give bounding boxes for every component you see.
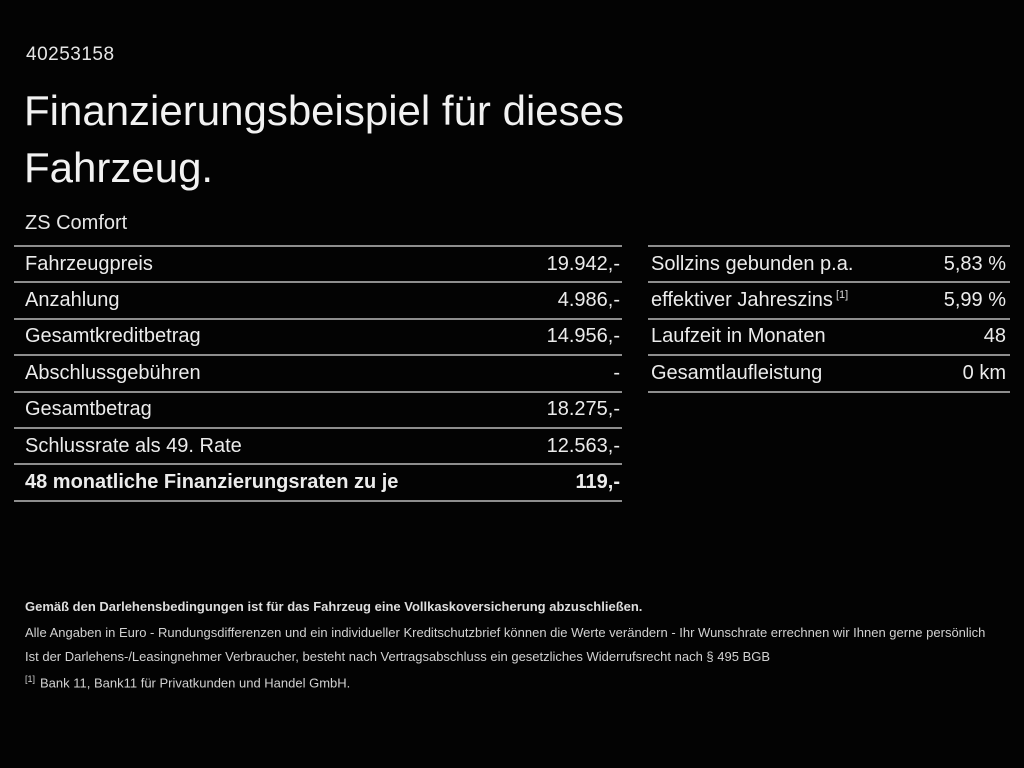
row-label: effektiver Jahreszins [1] xyxy=(651,289,848,312)
footnote-bank11: [1] Bank 11, Bank11 für Privatkunden und … xyxy=(25,674,1000,690)
row-label-text: effektiver Jahreszins xyxy=(651,289,833,312)
footer-disclaimers: Gemäß den Darlehensbedingungen ist für d… xyxy=(25,599,1000,690)
row-value: - xyxy=(613,361,620,384)
row-value: 18.275,- xyxy=(546,398,620,421)
row-laufzeit: Laufzeit in Monaten 48 xyxy=(648,317,1010,354)
page-title-line1: Finanzierungsbeispiel für dieses xyxy=(24,87,624,134)
row-label: Gesamtkreditbetrag xyxy=(25,325,201,348)
row-gesamtlaufleistung: Gesamtlaufleistung 0 km xyxy=(648,354,1010,390)
row-label: Abschlussgebühren xyxy=(25,361,201,384)
row-value: 14.956,- xyxy=(546,325,620,348)
trim-level-subtitle: ZS Comfort xyxy=(25,212,128,234)
row-schlussrate: Schlussrate als 49. Rate 12.563,- xyxy=(14,426,622,463)
row-label: 48 monatliche Finanzierungsraten zu je xyxy=(25,471,399,494)
footer-disclaimer-2: Ist der Darlehens-/Leasingnehmer Verbrau… xyxy=(25,649,771,664)
row-effektiver-jahreszins: effektiver Jahreszins [1] 5,99 % xyxy=(648,281,1010,317)
row-label: Gesamtbetrag xyxy=(25,398,152,421)
row-sollzins: Sollzins gebunden p.a. 5,83 % xyxy=(648,245,1010,281)
row-value: 4.986,- xyxy=(557,289,620,312)
footnote-marker: [1] xyxy=(25,674,36,684)
row-label: Sollzins gebunden p.a. xyxy=(651,252,854,275)
footer-disclaimer-1: Alle Angaben in Euro - Rundungsdifferenz… xyxy=(25,625,986,640)
row-abschlussgebuehren: Abschlussgebühren - xyxy=(14,354,622,390)
row-gesamtkreditbetrag: Gesamtkreditbetrag 14.956,- xyxy=(14,317,622,354)
footnote-reference-mark: [1] xyxy=(835,289,849,302)
row-monatliche-raten: 48 monatliche Finanzierungsraten zu je 1… xyxy=(14,463,622,499)
footer-insurance-note: Gemäß den Darlehensbedingungen ist für d… xyxy=(25,599,643,614)
row-value: 5,99 % xyxy=(943,289,1006,312)
finance-table: Fahrzeugpreis 19.942,- Anzahlung 4.986,-… xyxy=(14,245,622,502)
terms-table: Sollzins gebunden p.a. 5,83 % effektiver… xyxy=(648,245,1010,393)
row-anzahlung: Anzahlung 4.986,- xyxy=(14,281,622,317)
row-label: Laufzeit in Monaten xyxy=(651,325,826,348)
row-fahrzeugpreis: Fahrzeugpreis 19.942,- xyxy=(14,245,622,281)
row-label: Gesamtlaufleistung xyxy=(651,361,823,384)
footnote-text: Bank 11, Bank11 für Privatkunden und Han… xyxy=(40,675,351,691)
row-label: Fahrzeugpreis xyxy=(25,252,153,275)
row-value: 5,83 % xyxy=(943,252,1006,275)
reference-number: 40253158 xyxy=(26,44,115,65)
row-value: 0 km xyxy=(962,361,1006,384)
row-value: 12.563,- xyxy=(546,434,620,457)
row-value: 19.942,- xyxy=(546,252,620,275)
page-title-line2: Fahrzeug. xyxy=(24,144,214,191)
row-value: 119,- xyxy=(575,471,620,494)
row-label: Anzahlung xyxy=(25,289,120,312)
row-label: Schlussrate als 49. Rate xyxy=(25,434,242,457)
page-title: Finanzierungsbeispiel für dieses Fahrzeu… xyxy=(24,82,624,196)
row-gesamtbetrag: Gesamtbetrag 18.275,- xyxy=(14,390,622,427)
row-value: 48 xyxy=(983,325,1006,348)
